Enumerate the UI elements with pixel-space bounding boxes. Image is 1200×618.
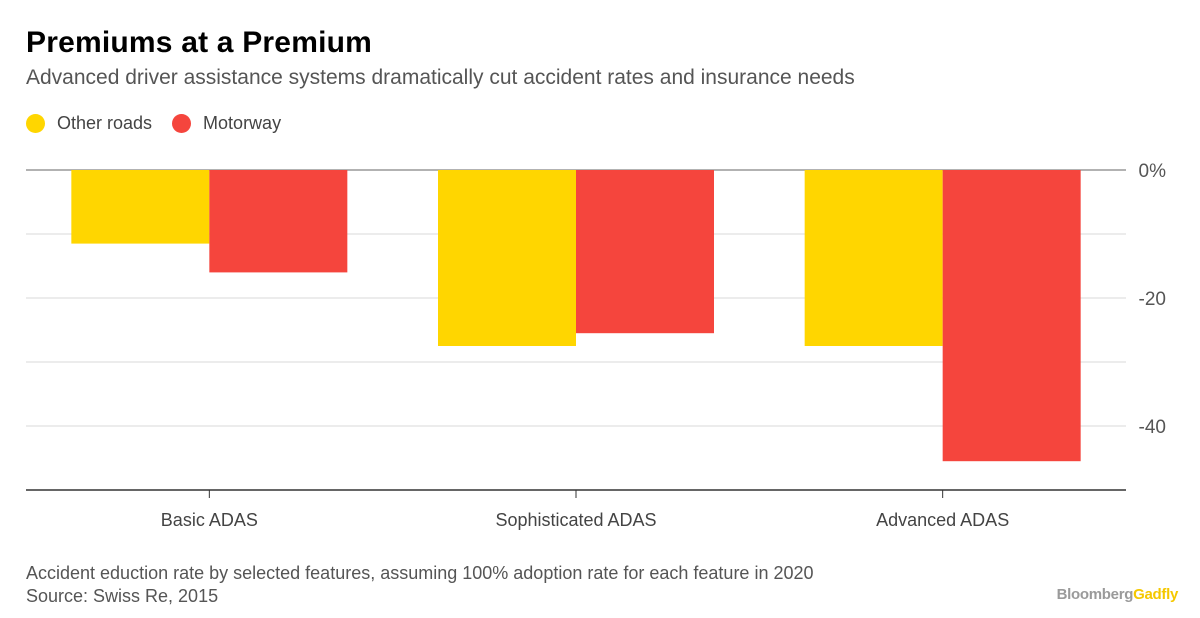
chart-title: Premiums at a Premium [26,26,373,59]
legend-label-motorway: Motorway [203,113,282,133]
legend: Other roads Motorway [26,113,301,134]
chart-subtitle: Advanced driver assistance systems drama… [26,66,855,89]
bar-motorway [576,170,714,334]
bar-other-roads [438,170,576,346]
bar-other-roads [71,170,210,244]
bar-motorway [209,170,348,273]
legend-swatch-motorway [172,114,192,133]
bar-chart: 0% -20 -40 Basic ADAS Sophisticated ADAS Adva… [26,161,1167,530]
legend-item-other-roads: Other roads [26,113,152,134]
x-tick-label: Basic ADAS [161,510,258,530]
legend-swatch-other-roads [26,114,45,133]
brand-logo: BloombergGadfly [1056,586,1179,603]
y-tick-label: -20 [1139,289,1166,310]
brand-logo-part1: Bloomberg [1056,586,1134,603]
footnote-source: Source: Swiss Re, 2015 [26,586,219,606]
y-tick-label: -40 [1139,417,1166,438]
x-tick-label: Sophisticated ADAS [495,510,656,530]
legend-label-other-roads: Other roads [57,113,153,133]
y-tick-label: 0% [1139,161,1167,182]
footnote-description: Accident eduction rate by selected featu… [26,563,814,583]
legend-item-motorway: Motorway [172,113,281,134]
footnote: Accident eduction rate by selected featu… [26,562,814,608]
brand-logo-part2: Gadfly [1133,586,1178,603]
bar-other-roads [804,170,943,346]
bar-motorway [942,170,1081,462]
x-tick-label: Advanced ADAS [876,510,1009,530]
